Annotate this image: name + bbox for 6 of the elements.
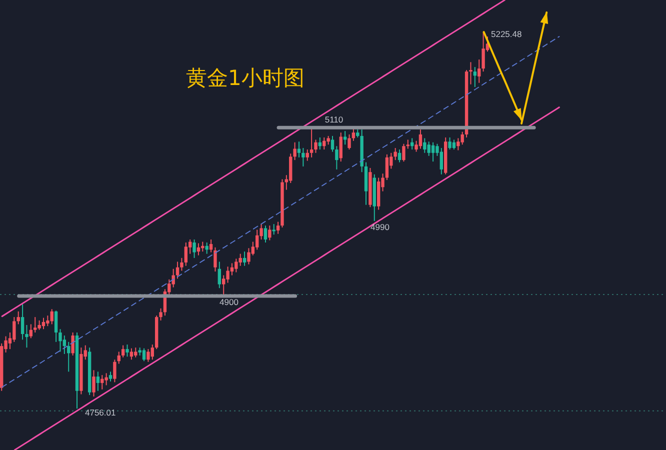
annotation: 5110 bbox=[324, 114, 344, 125]
annotation: 4990 bbox=[370, 222, 390, 232]
text: 黄金1小时图 bbox=[186, 65, 304, 91]
annotation: 4756.01 bbox=[85, 408, 116, 418]
annotation: 4900 bbox=[220, 296, 239, 307]
annotation: 5225.48 bbox=[491, 29, 522, 39]
